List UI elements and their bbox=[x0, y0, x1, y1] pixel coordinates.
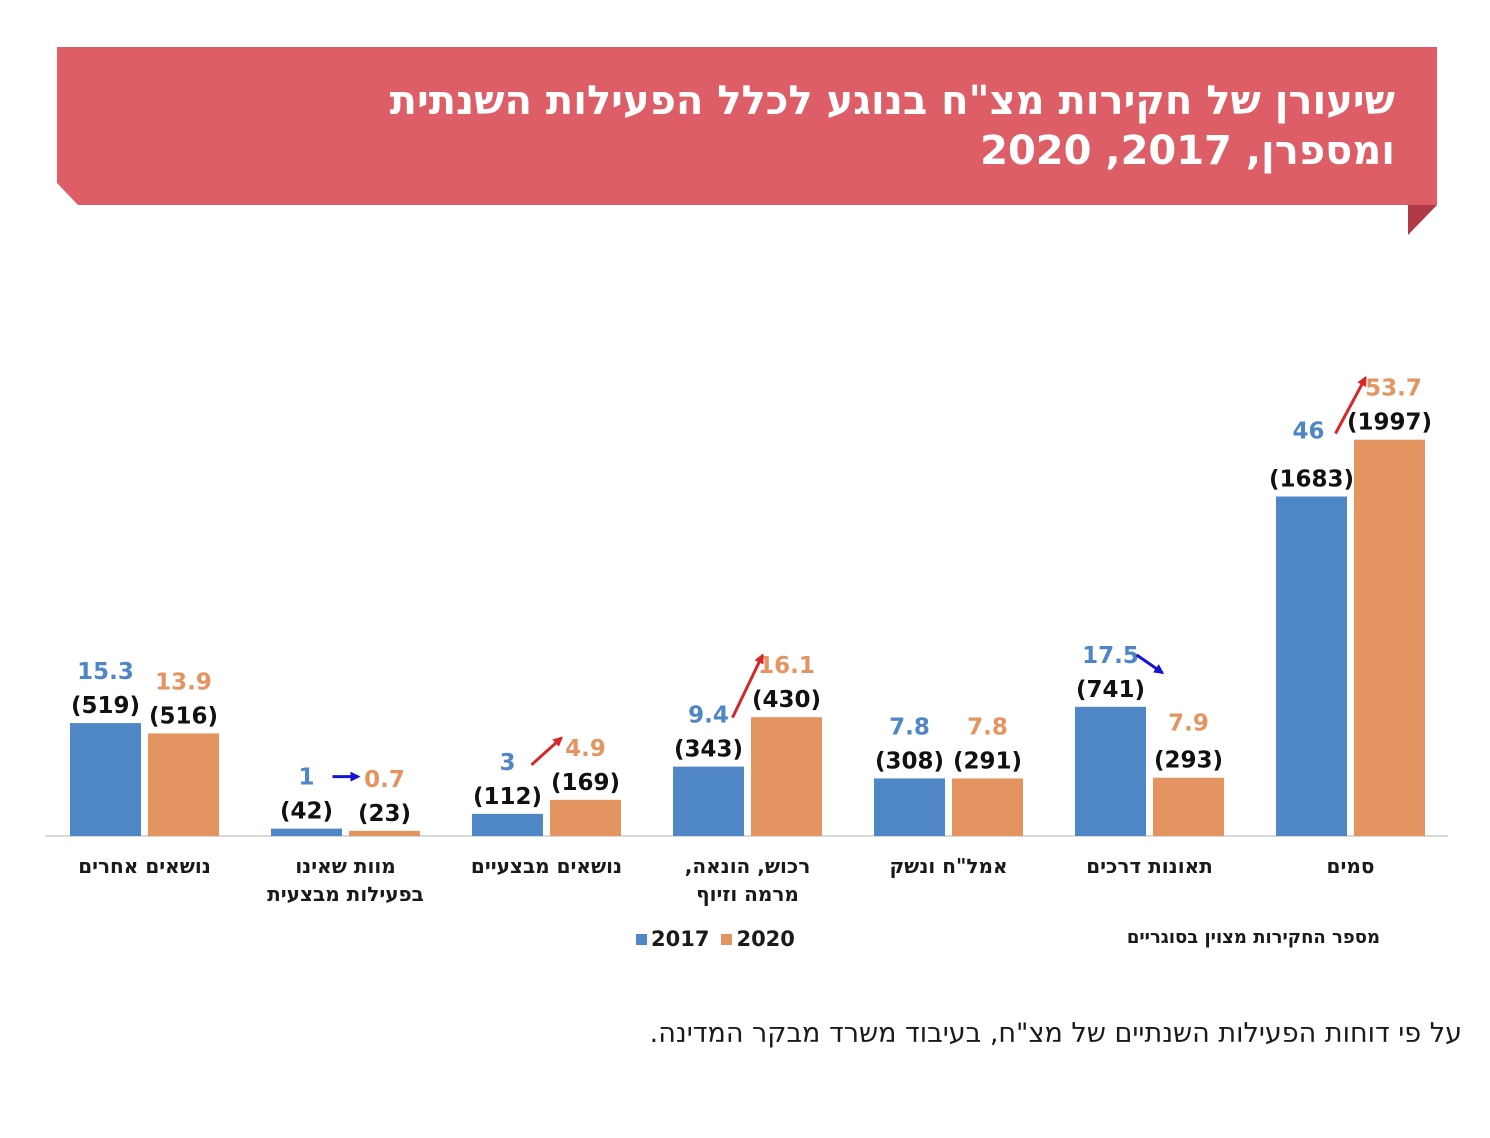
count-label-2017: (519) bbox=[71, 693, 140, 719]
count-label-2020: (430) bbox=[752, 687, 821, 713]
category-label: נושאים מבצעיים bbox=[471, 854, 622, 878]
title-line-1: שיעורן של חקירות מצ"ח בנוגע לכלל הפעילות… bbox=[389, 78, 1395, 124]
increase-arrow bbox=[1334, 375, 1367, 435]
category-label: בפעילות מבצעית bbox=[267, 882, 424, 906]
count-label-2017: (343) bbox=[674, 737, 743, 763]
category-label: רכוש, הונאה, bbox=[685, 854, 811, 878]
bar-2017 bbox=[70, 723, 141, 836]
legend-item-2017: 2017 bbox=[636, 927, 709, 951]
category-label: סמים bbox=[1327, 854, 1375, 878]
category-label: תאונות דרכים bbox=[1086, 854, 1213, 878]
count-label-2017: (42) bbox=[280, 799, 333, 825]
value-label-2017: 15.3 bbox=[77, 659, 134, 685]
count-label-2020: (23) bbox=[358, 801, 411, 827]
value-label-2017: 17.5 bbox=[1082, 643, 1139, 669]
value-label-2020: 0.7 bbox=[364, 767, 405, 793]
legend-swatch-2017 bbox=[636, 933, 647, 945]
page-title: שיעורן של חקירות מצ"ח בנוגע לכלל הפעילות… bbox=[195, 76, 1395, 176]
bar-2017 bbox=[271, 828, 342, 836]
legend-item-2020: 2020 bbox=[721, 927, 795, 951]
banner-body bbox=[57, 47, 1437, 205]
category-label: מוות שאינו bbox=[295, 854, 395, 878]
category-label: נושאים אחרים bbox=[78, 854, 211, 878]
count-label-2017: (112) bbox=[473, 784, 542, 810]
value-label-2020: 13.9 bbox=[155, 669, 212, 695]
counts-note: מספר החקירות מצוין בסוגריים bbox=[1126, 927, 1380, 948]
category-label: אמל"ח ונשק bbox=[889, 854, 1007, 878]
value-label-2020: 4.9 bbox=[565, 736, 606, 762]
legend: 2017 2020 bbox=[636, 927, 795, 951]
value-label-2017: 46 bbox=[1292, 419, 1324, 445]
value-label-2017: 9.4 bbox=[688, 703, 729, 729]
value-label-2020: 53.7 bbox=[1365, 376, 1422, 402]
bar-2020 bbox=[550, 799, 621, 836]
count-label-2017: (1683) bbox=[1269, 467, 1354, 493]
bar-2020 bbox=[148, 733, 219, 836]
title-banner bbox=[57, 47, 1437, 235]
decrease-arrow bbox=[1135, 653, 1165, 675]
value-label-2017: 1 bbox=[298, 765, 314, 791]
bar-2020 bbox=[751, 717, 822, 836]
increase-arrow bbox=[731, 653, 764, 719]
value-label-2020: 7.8 bbox=[967, 714, 1008, 740]
count-label-2020: (516) bbox=[149, 703, 218, 729]
count-label-2020: (291) bbox=[953, 748, 1022, 774]
bar-2017 bbox=[673, 766, 744, 836]
bar-2017 bbox=[472, 813, 543, 836]
source-note: על פי דוחות הפעילות השנתיים של מצ"ח, בעי… bbox=[649, 1018, 1462, 1049]
value-label-2017: 7.8 bbox=[889, 714, 930, 740]
value-label-2020: 7.9 bbox=[1168, 711, 1209, 737]
count-label-2017: (741) bbox=[1076, 677, 1145, 703]
bar-chart: (519) (516) 15.3 13.9 נושאים אחרים (42) (23) 1 0… bbox=[45, 375, 1448, 906]
legend-swatch-2020 bbox=[721, 933, 733, 945]
legend-label-2020: 2020 bbox=[736, 927, 795, 951]
count-label-2020: (1997) bbox=[1347, 410, 1432, 436]
value-label-2017: 3 bbox=[499, 750, 515, 776]
bar-2020 bbox=[349, 830, 420, 836]
bar-2020 bbox=[952, 778, 1023, 836]
bar-2017 bbox=[874, 778, 945, 836]
bar-2017 bbox=[1075, 706, 1146, 836]
increase-arrow bbox=[530, 736, 563, 766]
count-label-2017: (308) bbox=[875, 748, 944, 774]
count-label-2020: (293) bbox=[1154, 748, 1223, 774]
bar-2020 bbox=[1354, 439, 1425, 836]
count-label-2020: (169) bbox=[551, 770, 620, 796]
bar-2017 bbox=[1276, 496, 1347, 836]
value-label-2020: 16.1 bbox=[758, 653, 815, 679]
banner-fold bbox=[1408, 205, 1437, 235]
category-label: מרמה וזיוף bbox=[696, 882, 799, 906]
bar-2020 bbox=[1153, 777, 1224, 836]
legend-label-2017: 2017 bbox=[651, 927, 710, 951]
title-line-2: ומספרן, 2017, 2020 bbox=[980, 128, 1395, 174]
